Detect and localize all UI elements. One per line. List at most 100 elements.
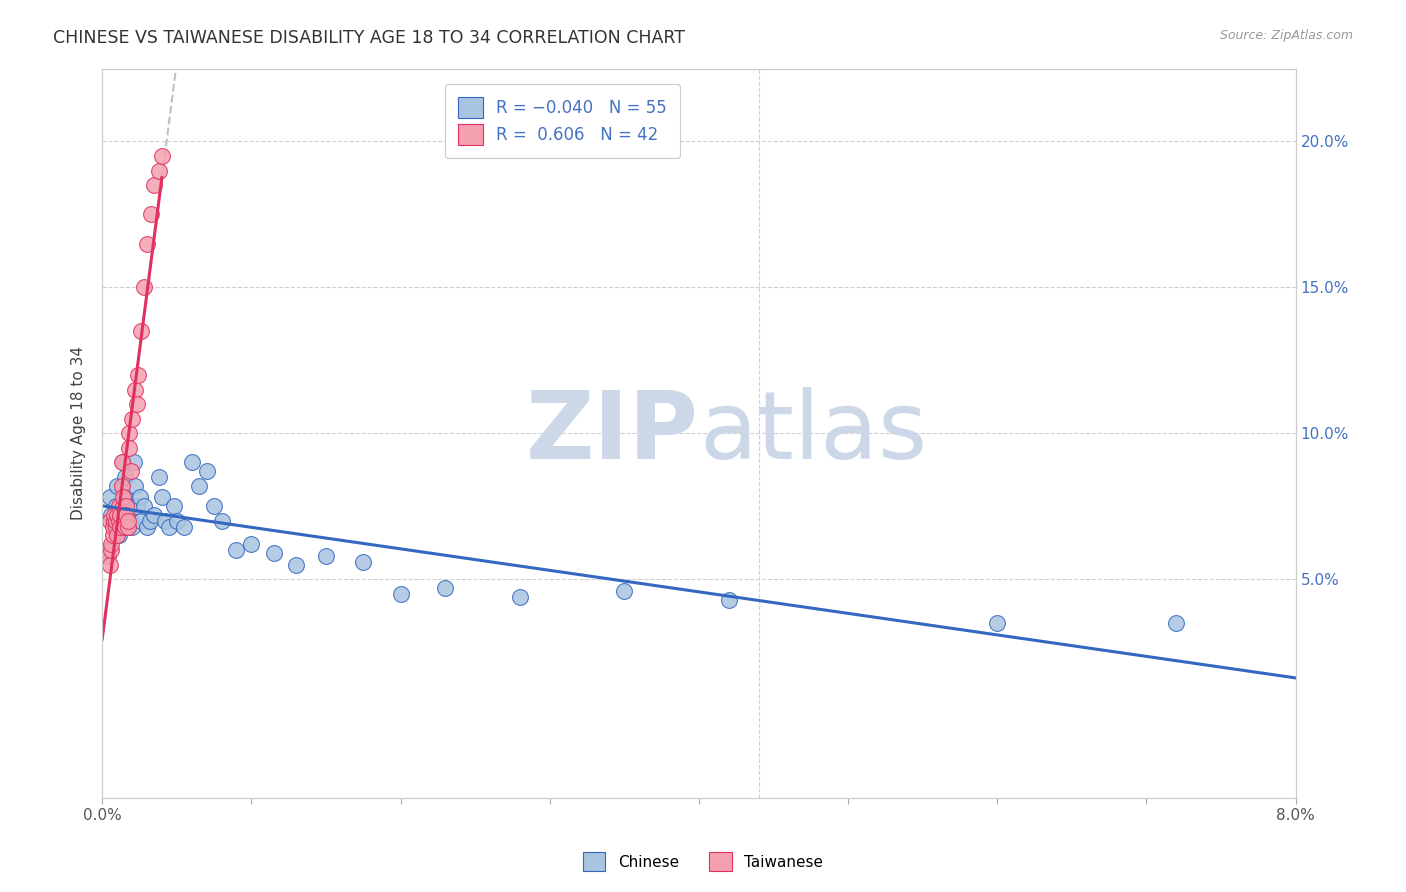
Point xyxy=(613,583,636,598)
Point xyxy=(103,519,125,533)
Y-axis label: Disability Age 18 to 34: Disability Age 18 to 34 xyxy=(72,346,86,520)
Point xyxy=(115,508,138,522)
Point xyxy=(107,514,129,528)
Point xyxy=(101,514,124,528)
Point xyxy=(118,441,141,455)
Point xyxy=(121,411,143,425)
Point xyxy=(195,464,218,478)
Point xyxy=(143,508,166,522)
Point xyxy=(117,514,139,528)
Point xyxy=(100,537,122,551)
Point xyxy=(105,514,128,528)
Point xyxy=(108,500,131,514)
Point xyxy=(120,464,142,478)
Point xyxy=(98,558,121,572)
Point xyxy=(114,514,136,528)
Point xyxy=(120,514,142,528)
Point xyxy=(150,491,173,505)
Point xyxy=(110,479,132,493)
Point xyxy=(240,537,263,551)
Point xyxy=(150,149,173,163)
Point xyxy=(117,519,139,533)
Text: atlas: atlas xyxy=(699,387,927,479)
Point xyxy=(105,528,128,542)
Point xyxy=(352,555,374,569)
Point xyxy=(121,519,143,533)
Point xyxy=(100,543,122,558)
Point xyxy=(1166,615,1188,630)
Point xyxy=(434,581,457,595)
Point xyxy=(188,479,211,493)
Point xyxy=(148,163,170,178)
Point xyxy=(114,491,136,505)
Point xyxy=(148,470,170,484)
Point xyxy=(127,368,149,382)
Point xyxy=(108,508,131,522)
Point xyxy=(202,500,225,514)
Point xyxy=(105,508,128,522)
Text: Source: ZipAtlas.com: Source: ZipAtlas.com xyxy=(1219,29,1353,42)
Point xyxy=(96,543,118,558)
Point xyxy=(163,500,186,514)
Point xyxy=(124,383,146,397)
Point xyxy=(717,592,740,607)
Point xyxy=(125,500,148,514)
Point xyxy=(104,514,127,528)
Point xyxy=(139,514,162,528)
Point xyxy=(153,514,176,528)
Point xyxy=(211,514,233,528)
Point xyxy=(100,508,122,522)
Point xyxy=(103,514,125,528)
Legend: Chinese, Taiwanese: Chinese, Taiwanese xyxy=(576,847,830,877)
Point xyxy=(105,479,128,493)
Point xyxy=(104,519,127,533)
Point xyxy=(108,514,131,528)
Point xyxy=(98,491,121,505)
Point xyxy=(110,455,132,469)
Point xyxy=(136,519,159,533)
Point xyxy=(141,207,163,221)
Point xyxy=(122,455,145,469)
Point xyxy=(108,519,131,533)
Point xyxy=(166,514,188,528)
Point xyxy=(103,508,125,522)
Point xyxy=(114,519,136,533)
Point xyxy=(315,549,337,563)
Point xyxy=(101,528,124,542)
Point xyxy=(114,470,136,484)
Point xyxy=(132,500,155,514)
Point xyxy=(115,508,138,522)
Point xyxy=(115,500,138,514)
Point xyxy=(101,519,124,533)
Point xyxy=(986,615,1008,630)
Legend: R = −0.040   N = 55, R =  0.606   N = 42: R = −0.040 N = 55, R = 0.606 N = 42 xyxy=(444,84,681,158)
Point xyxy=(112,491,135,505)
Point xyxy=(225,543,247,558)
Point xyxy=(285,558,308,572)
Point xyxy=(118,500,141,514)
Point xyxy=(110,519,132,533)
Point xyxy=(117,519,139,533)
Point xyxy=(98,514,121,528)
Point xyxy=(509,590,531,604)
Point xyxy=(107,528,129,542)
Point xyxy=(107,500,129,514)
Text: CHINESE VS TAIWANESE DISABILITY AGE 18 TO 34 CORRELATION CHART: CHINESE VS TAIWANESE DISABILITY AGE 18 T… xyxy=(53,29,686,46)
Point xyxy=(110,508,132,522)
Point xyxy=(157,519,180,533)
Point xyxy=(128,491,150,505)
Point xyxy=(104,500,127,514)
Point xyxy=(143,178,166,193)
Point xyxy=(263,546,285,560)
Point xyxy=(389,587,412,601)
Point xyxy=(173,519,195,533)
Point xyxy=(97,549,120,563)
Point xyxy=(129,324,152,338)
Point xyxy=(112,455,135,469)
Point xyxy=(125,397,148,411)
Point xyxy=(117,514,139,528)
Point xyxy=(112,500,135,514)
Point xyxy=(136,236,159,251)
Point xyxy=(124,479,146,493)
Point xyxy=(129,514,152,528)
